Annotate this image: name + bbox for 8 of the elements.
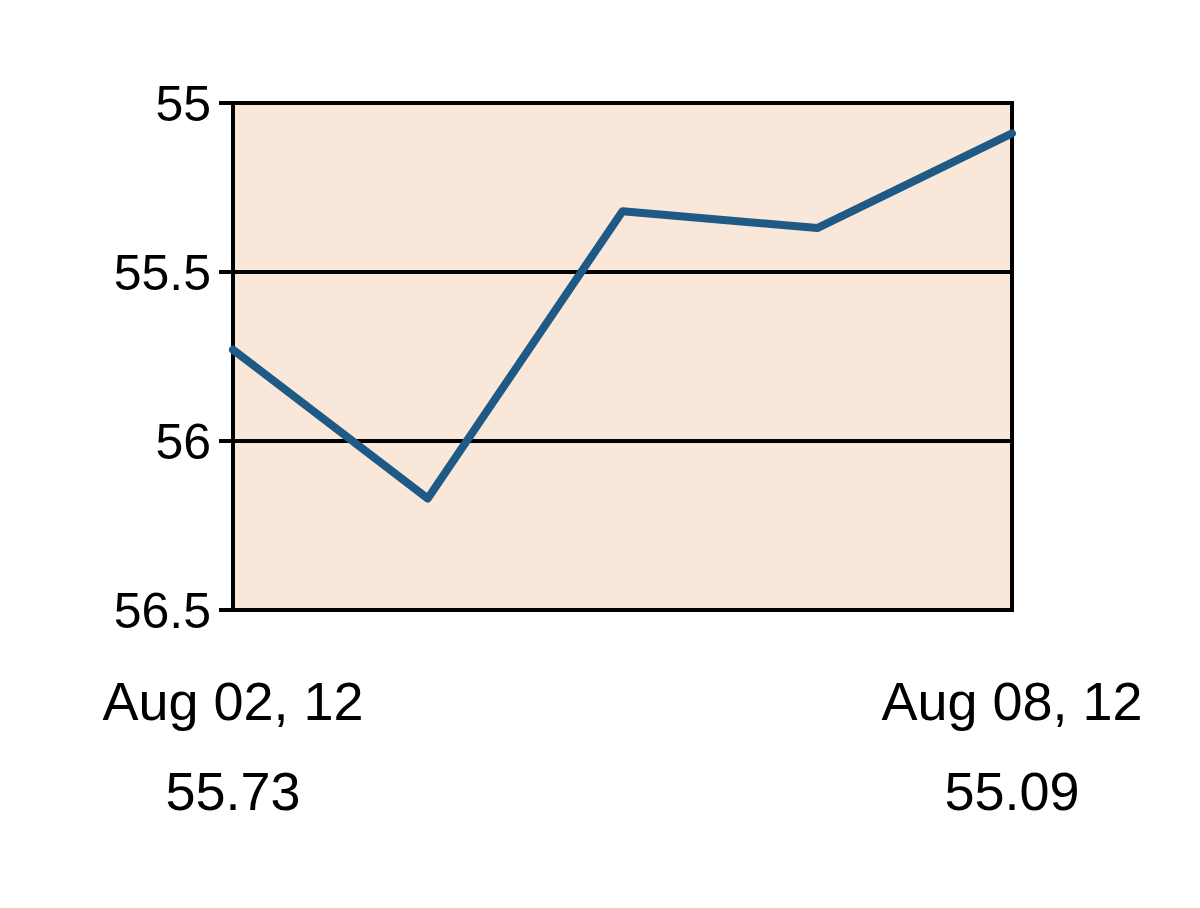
text: 55.09 xyxy=(944,761,1080,821)
y-tick-label: 55 xyxy=(155,75,211,132)
y-tick-label: 56.5 xyxy=(113,582,211,639)
y-tick-label: 55.5 xyxy=(113,244,211,301)
text: 55.73 xyxy=(165,761,301,821)
y-tick-label: 56 xyxy=(155,413,211,470)
x-tick-label: Aug 02, 12 xyxy=(102,671,364,731)
x-tick-label: Aug 08, 12 xyxy=(881,671,1143,731)
